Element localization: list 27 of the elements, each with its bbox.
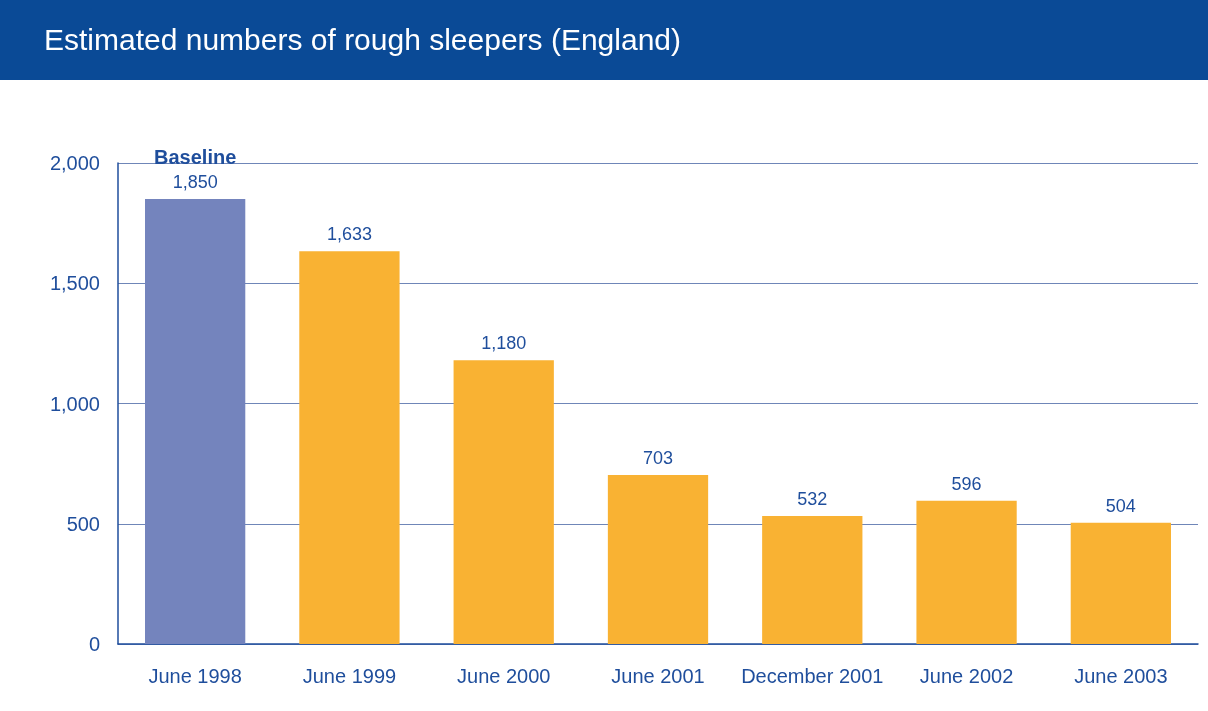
- x-tick-label: December 2001: [741, 665, 884, 687]
- chart-title: Estimated numbers of rough sleepers (England): [0, 0, 1208, 80]
- bar: [299, 251, 400, 644]
- y-tick-label: 0: [88, 633, 100, 655]
- y-tick-label: 2,000: [49, 152, 100, 174]
- bar: [916, 500, 1017, 644]
- x-tick-label: June 2002: [919, 665, 1014, 687]
- data-label: 1,850: [172, 172, 218, 193]
- data-label: 504: [1105, 495, 1136, 516]
- bar: [1070, 522, 1171, 644]
- y-tick-label: 1,500: [49, 272, 100, 295]
- data-label: 596: [951, 473, 982, 494]
- data-label: 1,180: [481, 333, 527, 354]
- data-label: 532: [797, 489, 828, 510]
- x-tick-label: June 2001: [611, 665, 705, 687]
- bar: [453, 360, 554, 644]
- data-label: 1,633: [326, 224, 372, 245]
- data-label: 703: [642, 447, 674, 468]
- y-tick-label: 500: [66, 512, 100, 535]
- x-tick-label: June 1999: [302, 665, 397, 687]
- x-tick-label: June 1998: [148, 665, 242, 687]
- bar: [607, 474, 709, 644]
- x-tick-label: June 2000: [457, 665, 551, 687]
- bar: [762, 516, 863, 644]
- y-tick-label: 1,000: [49, 392, 100, 415]
- annotation: Baseline: [154, 146, 237, 169]
- x-tick-label: June 2003: [1074, 665, 1168, 687]
